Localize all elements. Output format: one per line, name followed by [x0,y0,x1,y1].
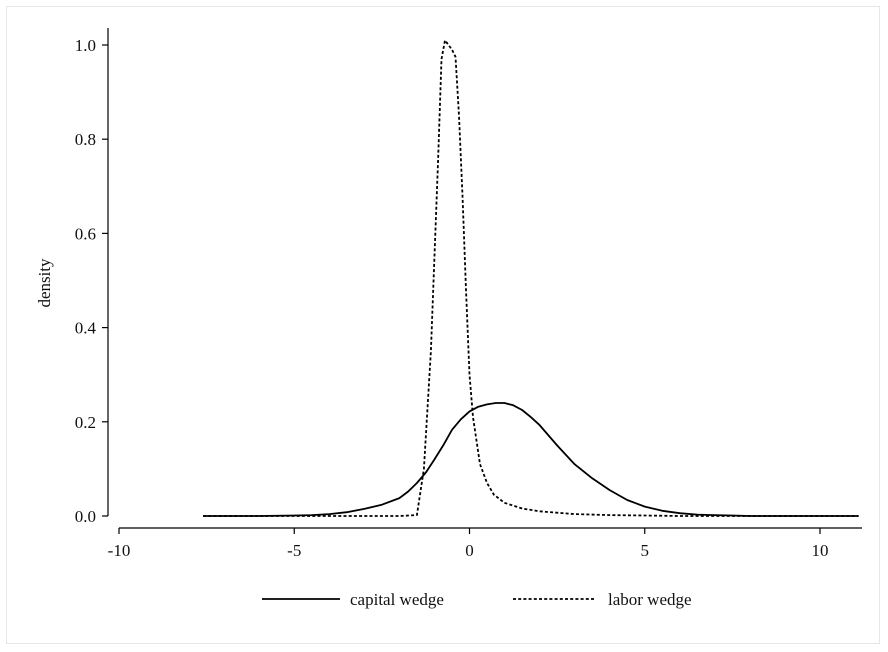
legend-label-capital-wedge: capital wedge [350,590,444,609]
x-tick-label: 10 [812,541,829,560]
series-line-labor-wedge [203,39,859,517]
y-tick-label: 0.2 [75,413,96,432]
y-tick-label: 0.4 [75,319,97,338]
y-tick-label: 0.0 [75,507,96,526]
axes: 0.0 0.2 0.4 0.6 0.8 1.0 -10 -5 0 5 10 [75,28,862,560]
x-tick-label: -5 [287,541,301,560]
x-tick-label: 0 [465,541,474,560]
series-layer [203,39,859,517]
y-axis-label: density [35,258,54,308]
legend-label-labor-wedge: labor wedge [608,590,692,609]
x-tick-label: -10 [108,541,131,560]
series-line-capital-wedge [203,402,859,517]
y-tick-label: 0.8 [75,130,96,149]
y-tick-label: 1.0 [75,36,96,55]
y-tick-label: 0.6 [75,224,96,243]
legend: capital wedge labor wedge [262,590,692,609]
chart-frame [6,6,880,644]
x-tick-label: 5 [641,541,650,560]
